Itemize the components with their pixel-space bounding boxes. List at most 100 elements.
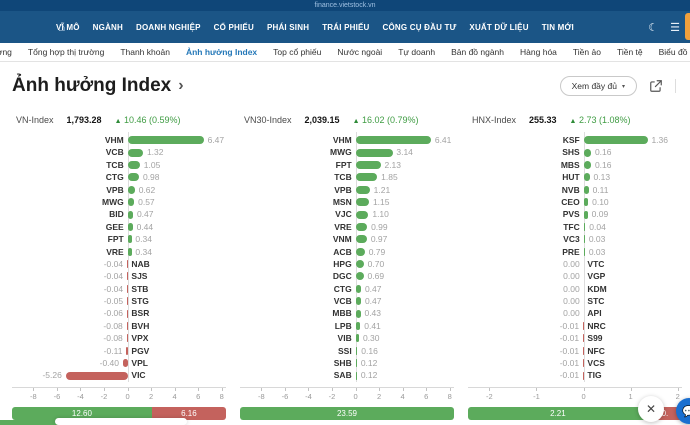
- nav-item-xuất-dữ-liệu[interactable]: XUẤT DỮ LIỆU: [469, 22, 529, 32]
- impact-value: 0.00: [563, 283, 580, 294]
- stock-row-VIC[interactable]: VIC -5.26: [12, 369, 226, 381]
- dark-mode-icon[interactable]: ☾: [648, 21, 659, 34]
- stock-row-LPB[interactable]: LPB 0.41: [240, 320, 454, 332]
- stock-row-PVS[interactable]: PVS 0.09: [468, 208, 682, 220]
- stock-row-SAB[interactable]: SAB 0.12: [240, 369, 454, 381]
- stock-row-CEO[interactable]: CEO 0.10: [468, 196, 682, 208]
- stock-row-CTG[interactable]: CTG 0.98: [12, 171, 226, 183]
- stock-row-SJS[interactable]: SJS -0.04: [12, 270, 226, 282]
- subnav-item-biểu-đồ[interactable]: Biểu đồ: [658, 47, 688, 57]
- chevron-right-icon[interactable]: ›: [178, 77, 184, 94]
- stock-row-MBB[interactable]: MBB 0.43: [240, 307, 454, 319]
- stock-row-VGP[interactable]: VGP 0.00: [468, 270, 682, 282]
- impact-value: 1.36: [651, 135, 668, 145]
- stock-row-TIG[interactable]: TIG -0.01: [468, 369, 682, 381]
- stock-row-HPG[interactable]: HPG 0.70: [240, 258, 454, 270]
- stock-row-VIB[interactable]: VIB 0.30: [240, 332, 454, 344]
- navbar-right: ☾ ☰: [648, 21, 680, 34]
- subnav-item-tiền-tệ[interactable]: Tiền tệ: [616, 47, 643, 57]
- stock-row-TCB[interactable]: TCB 1.05: [12, 159, 226, 171]
- subnav-item-tổng-hợp-thị-trường[interactable]: Tổng hợp thị trường: [27, 47, 105, 57]
- stock-row-VJC[interactable]: VJC 1.10: [240, 208, 454, 220]
- nav-item-vĩ-mô[interactable]: VĨ MÔ: [56, 22, 80, 32]
- nav-item-công-cụ-đầu-tư[interactable]: CÔNG CỤ ĐẦU TƯ: [382, 22, 457, 32]
- stock-row-VCB[interactable]: VCB 1.32: [12, 146, 226, 158]
- subnav-item-tiền-ảo[interactable]: Tiền ảo: [572, 47, 601, 57]
- axis-tick-label: 0: [125, 392, 130, 401]
- subnav-item-ảnh-hưởng-index[interactable]: Ảnh hưởng Index: [185, 47, 258, 57]
- stock-row-SHB[interactable]: SHB 0.12: [240, 357, 454, 369]
- stock-row-VPB[interactable]: VPB 1.21: [240, 184, 454, 196]
- stock-row-NFC[interactable]: NFC -0.01: [468, 345, 682, 357]
- stock-row-S99[interactable]: S99 -0.01: [468, 332, 682, 344]
- view-full-button[interactable]: Xem đầy đủ ▾: [559, 76, 637, 96]
- stock-row-VC3[interactable]: VC3 0.03: [468, 233, 682, 245]
- stock-row-HUT[interactable]: HUT 0.13: [468, 171, 682, 183]
- subnav-item-top-cổ-phiếu[interactable]: Top cổ phiếu: [273, 47, 322, 57]
- impact-bar: [355, 284, 362, 293]
- side-button-edge[interactable]: [685, 13, 690, 40]
- nav-item-cổ-phiếu[interactable]: CỔ PHIẾU: [213, 22, 254, 32]
- chat-widget-icon[interactable]: 💬: [676, 398, 690, 424]
- stock-row-BVH[interactable]: BVH -0.08: [12, 320, 226, 332]
- subnav-item-trường[interactable]: trường: [0, 47, 12, 57]
- stock-row-STC[interactable]: STC 0.00: [468, 295, 682, 307]
- stock-row-VPL[interactable]: VPL -0.40: [12, 357, 226, 369]
- home-icon[interactable]: ⌂: [58, 20, 66, 34]
- stock-row-VTC[interactable]: VTC 0.00: [468, 258, 682, 270]
- stock-row-CTG[interactable]: CTG 0.47: [240, 283, 454, 295]
- nav-item-tin-mới[interactable]: TIN MỚI: [541, 22, 574, 32]
- stock-row-FPT[interactable]: FPT 0.34: [12, 233, 226, 245]
- stock-row-MWG[interactable]: MWG 3.14: [240, 146, 454, 158]
- close-icon[interactable]: ✕: [638, 396, 664, 422]
- stock-row-MWG[interactable]: MWG 0.57: [12, 196, 226, 208]
- stock-row-VPX[interactable]: VPX -0.08: [12, 332, 226, 344]
- stock-row-VPB[interactable]: VPB 0.62: [12, 184, 226, 196]
- stock-row-VHM[interactable]: VHM 6.41: [240, 134, 454, 146]
- stock-row-DGC[interactable]: DGC 0.69: [240, 270, 454, 282]
- subnav-item-nước-ngoài[interactable]: Nước ngoài: [337, 47, 383, 57]
- share-button[interactable]: [649, 79, 663, 93]
- nav-item-ngành[interactable]: NGÀNH: [92, 22, 124, 32]
- stock-row-GEE[interactable]: GEE 0.44: [12, 221, 226, 233]
- stock-row-PGV[interactable]: PGV -0.11: [12, 345, 226, 357]
- stock-row-SSI[interactable]: SSI 0.16: [240, 345, 454, 357]
- stock-row-MBS[interactable]: MBS 0.16: [468, 159, 682, 171]
- stock-row-NVB[interactable]: NVB 0.11: [468, 184, 682, 196]
- stock-row-PRE[interactable]: PRE 0.03: [468, 246, 682, 258]
- stock-row-TFC[interactable]: TFC 0.04: [468, 221, 682, 233]
- stock-row-FPT[interactable]: FPT 2.13: [240, 159, 454, 171]
- impact-value: -0.04: [103, 283, 124, 294]
- stock-row-ACB[interactable]: ACB 0.79: [240, 246, 454, 258]
- stock-row-VRE[interactable]: VRE 0.34: [12, 246, 226, 258]
- stock-row-VNM[interactable]: VNM 0.97: [240, 233, 454, 245]
- menu-icon[interactable]: ☰: [670, 21, 680, 34]
- stock-row-VCB[interactable]: VCB 0.47: [240, 295, 454, 307]
- stock-row-STG[interactable]: STG -0.05: [12, 295, 226, 307]
- subnav-item-tự-doanh[interactable]: Tự doanh: [398, 47, 436, 57]
- stock-row-API[interactable]: API 0.00: [468, 307, 682, 319]
- subnav-item-bản-đồ-ngành[interactable]: Bản đồ ngành: [451, 47, 505, 57]
- axis-tick: [630, 388, 632, 391]
- nav-item-trái-phiếu[interactable]: TRÁI PHIẾU: [322, 22, 370, 32]
- subnav-item-thanh-khoản[interactable]: Thanh khoản: [120, 47, 170, 57]
- stock-row-KDM[interactable]: KDM 0.00: [468, 283, 682, 295]
- impact-value: 0.12: [360, 358, 378, 369]
- subnav-item-hàng-hóa[interactable]: Hàng hóa: [520, 47, 557, 57]
- stock-row-VRE[interactable]: VRE 0.99: [240, 221, 454, 233]
- stock-row-VCS[interactable]: VCS -0.01: [468, 357, 682, 369]
- stock-row-NRC[interactable]: NRC -0.01: [468, 320, 682, 332]
- stock-row-BSR[interactable]: BSR -0.06: [12, 307, 226, 319]
- stock-row-BID[interactable]: BID 0.47: [12, 208, 226, 220]
- impact-bar: [355, 160, 381, 169]
- stock-row-VHM[interactable]: VHM 6.47: [12, 134, 226, 146]
- nav-item-phái-sinh[interactable]: PHÁI SINH: [266, 22, 310, 32]
- stock-row-TCB[interactable]: TCB 1.85: [240, 171, 454, 183]
- stock-row-NAB[interactable]: NAB -0.04: [12, 258, 226, 270]
- stock-row-STB[interactable]: STB -0.04: [12, 283, 226, 295]
- stock-row-MSN[interactable]: MSN 1.15: [240, 196, 454, 208]
- impact-value: 6.41: [434, 135, 452, 145]
- stock-row-SHS[interactable]: SHS 0.16: [468, 146, 682, 158]
- nav-item-doanh-nghiệp[interactable]: DOANH NGHIỆP: [136, 22, 201, 32]
- stock-row-KSF[interactable]: KSF 1.36: [468, 134, 682, 146]
